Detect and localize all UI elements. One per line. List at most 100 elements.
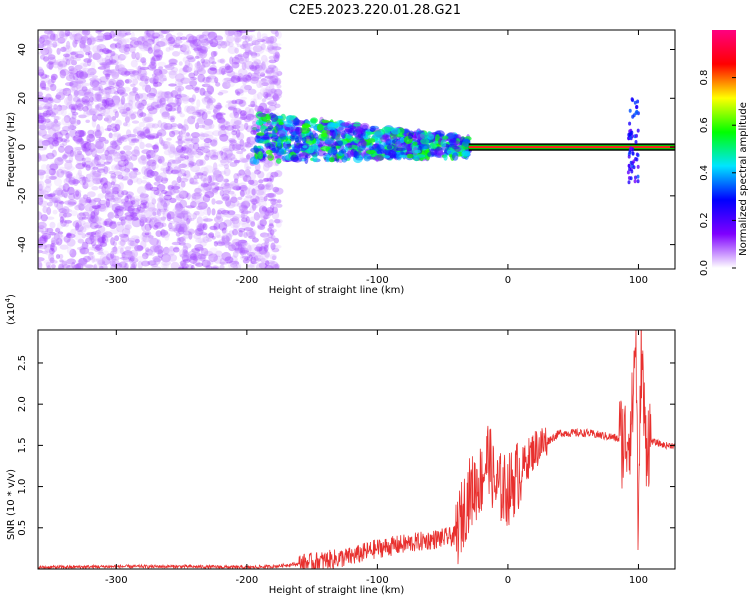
heatmap-cell bbox=[53, 199, 59, 208]
heatmap-cell bbox=[162, 204, 170, 213]
heatmap-cell bbox=[110, 173, 117, 179]
heatmap-cell bbox=[188, 35, 198, 44]
colorbar bbox=[712, 30, 736, 268]
heatmap-cell bbox=[49, 111, 57, 118]
heatmap-cell bbox=[158, 172, 167, 181]
heatmap-cell bbox=[198, 232, 208, 236]
heatmap-cell bbox=[246, 65, 255, 71]
heatmap-cell bbox=[150, 59, 158, 65]
heatmap-cell bbox=[233, 57, 242, 65]
heatmap-cell bbox=[54, 177, 62, 187]
heatmap-cell bbox=[320, 146, 331, 152]
heatmap-cell bbox=[145, 161, 152, 167]
heatmap-cell bbox=[274, 187, 284, 195]
heatmap-cell bbox=[150, 190, 156, 200]
heatmap-cell bbox=[455, 134, 460, 139]
heatmap-cell bbox=[75, 99, 82, 109]
heatmap-cell bbox=[135, 66, 146, 71]
heatmap-cell bbox=[171, 185, 181, 190]
heatmap-x-tick-label: -200 bbox=[236, 275, 259, 286]
heatmap-cell bbox=[156, 54, 162, 61]
heatmap-cell bbox=[242, 173, 248, 182]
heatmap-cell bbox=[376, 144, 385, 152]
heatmap-cell bbox=[229, 139, 237, 144]
heatmap-cell bbox=[92, 177, 102, 185]
heatmap-cell bbox=[98, 88, 104, 94]
heatmap-cell bbox=[372, 143, 377, 150]
heatmap-cell bbox=[214, 231, 221, 238]
heatmap-cell bbox=[74, 50, 85, 59]
heatmap-cell bbox=[206, 85, 215, 95]
heatmap-cell bbox=[94, 229, 102, 239]
heatmap-cell bbox=[78, 202, 84, 210]
heatmap-cell bbox=[187, 151, 195, 159]
heatmap-cell bbox=[95, 163, 106, 167]
heatmap-cell bbox=[187, 264, 193, 269]
heatmap-cell bbox=[179, 43, 189, 51]
heatmap-cell bbox=[269, 36, 275, 45]
snr-series-line bbox=[38, 330, 675, 569]
heatmap-cell bbox=[157, 95, 166, 103]
heatmap-cell bbox=[254, 65, 261, 69]
heatmap-cell bbox=[117, 134, 122, 143]
heatmap-cell bbox=[246, 136, 251, 144]
heatmap-cell bbox=[241, 255, 250, 259]
heatmap-cell bbox=[70, 67, 75, 75]
heatmap-cell bbox=[83, 224, 91, 230]
heatmap-cell bbox=[89, 170, 99, 178]
heatmap-cell bbox=[38, 147, 47, 151]
heatmap-cell bbox=[76, 138, 83, 145]
heatmap-cell bbox=[180, 36, 187, 41]
heatmap-cell bbox=[240, 200, 251, 209]
heatmap-cell bbox=[273, 219, 281, 224]
heatmap-cell bbox=[238, 99, 247, 104]
heatmap-cell bbox=[144, 195, 149, 203]
heatmap-cell bbox=[171, 241, 182, 246]
heatmap-cell bbox=[51, 107, 59, 115]
heatmap-cell bbox=[284, 120, 294, 127]
heatmap-cell bbox=[114, 191, 120, 199]
heatmap-cell bbox=[145, 134, 156, 139]
heatmap-cell bbox=[207, 67, 218, 75]
heatmap-cell bbox=[94, 104, 101, 109]
heatmap-cell bbox=[234, 247, 245, 252]
heatmap-cell bbox=[196, 34, 205, 39]
heatmap-cell bbox=[69, 51, 77, 56]
heatmap-cell bbox=[95, 138, 104, 143]
heatmap-cell bbox=[117, 64, 126, 71]
heatmap-cell bbox=[101, 99, 107, 107]
heatmap-cell bbox=[111, 247, 121, 255]
heatmap-cell bbox=[71, 261, 76, 269]
heatmap-cell bbox=[111, 126, 118, 133]
heatmap-cell bbox=[153, 189, 160, 196]
heatmap-cell bbox=[175, 201, 182, 211]
line-x-tick-label: 0 bbox=[505, 575, 511, 586]
heatmap-cell bbox=[79, 220, 86, 226]
heatmap-cell bbox=[267, 232, 273, 239]
heatmap-cell bbox=[414, 149, 421, 154]
heatmap-cell bbox=[119, 161, 126, 166]
heatmap-cell bbox=[105, 74, 110, 80]
heatmap-cell bbox=[112, 103, 117, 107]
heatmap-cell bbox=[265, 193, 275, 198]
heatmap-cell bbox=[43, 57, 51, 63]
heatmap-cell bbox=[187, 158, 195, 166]
heatmap-cell bbox=[215, 82, 221, 87]
heatmap-cell bbox=[628, 167, 632, 172]
heatmap-cell bbox=[106, 69, 115, 74]
heatmap-cell bbox=[137, 36, 146, 45]
line-y-multiplier: (x104) bbox=[4, 294, 17, 325]
heatmap-cell bbox=[95, 140, 105, 150]
heatmap-cell bbox=[232, 107, 242, 116]
heatmap-cell bbox=[66, 97, 73, 105]
heatmap-cell bbox=[145, 149, 156, 159]
heatmap-cell bbox=[353, 151, 360, 159]
heatmap-cell bbox=[150, 47, 155, 52]
heatmap-cell bbox=[212, 130, 222, 137]
heatmap-cell bbox=[159, 97, 166, 106]
heatmap-cell bbox=[262, 91, 271, 98]
heatmap-cell bbox=[250, 221, 256, 227]
heatmap-cell bbox=[103, 112, 111, 117]
heatmap-y-tick-label: -40 bbox=[17, 236, 28, 252]
